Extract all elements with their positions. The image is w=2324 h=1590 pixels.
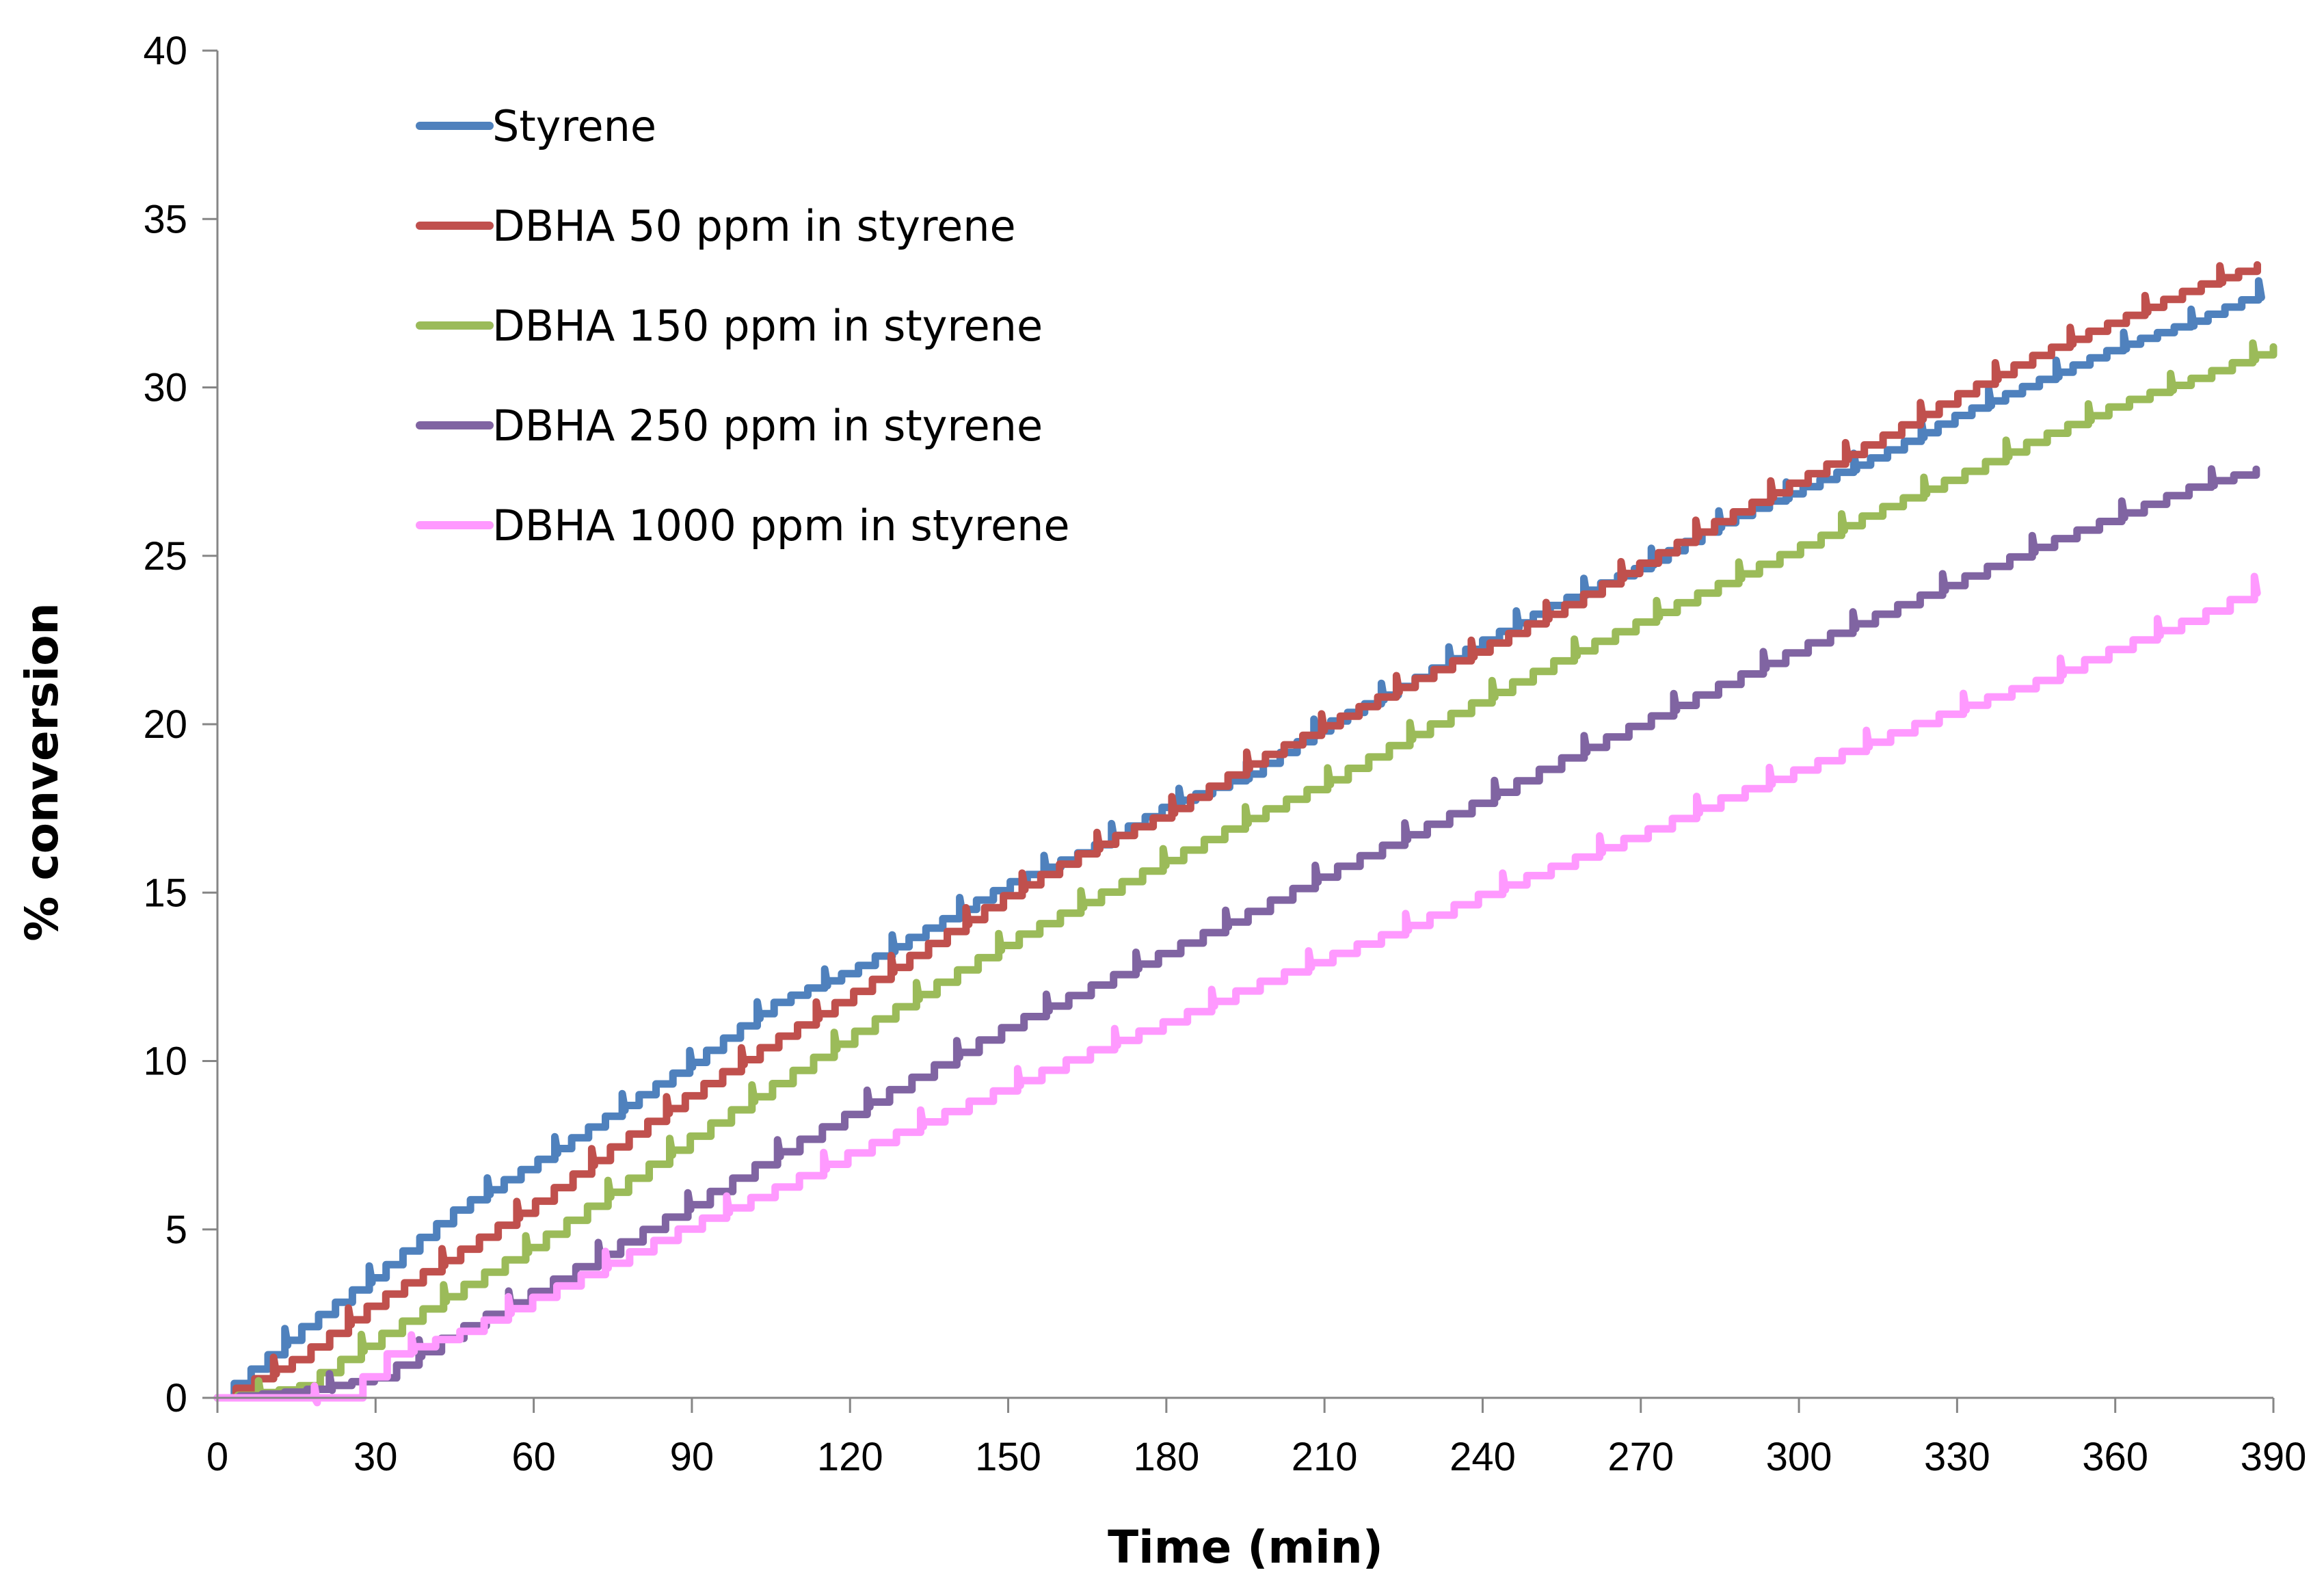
y-tick-label: 5 xyxy=(165,1208,187,1252)
x-tick-label: 0 xyxy=(206,1435,228,1479)
series-line-4 xyxy=(213,465,2260,1402)
x-tick-label: 60 xyxy=(511,1435,556,1479)
x-tick-label: 150 xyxy=(975,1435,1041,1479)
y-tick-label: 0 xyxy=(165,1376,187,1420)
axes-layer xyxy=(216,51,2273,1399)
legend-label: Styrene xyxy=(492,101,656,151)
legend-label: DBHA 1000 ppm in styrene xyxy=(492,501,1070,551)
legend-label: DBHA 50 ppm in styrene xyxy=(492,201,1016,251)
x-tick-label: 270 xyxy=(1607,1435,1674,1479)
series-layer xyxy=(213,261,2278,1407)
legend: Styrene DBHA 50 ppm in styrene DBHA 150 pp… xyxy=(416,101,1070,551)
series-line-5 xyxy=(213,572,2261,1407)
x-tick-label: 210 xyxy=(1292,1435,1358,1479)
y-tick-label: 30 xyxy=(143,366,187,410)
series-line-2 xyxy=(213,261,2261,1402)
y-tick-label: 35 xyxy=(143,197,187,241)
y-tick-label: 15 xyxy=(143,871,187,915)
y-tick-label: 40 xyxy=(143,29,187,73)
series-line-3 xyxy=(213,339,2278,1402)
legend-label: DBHA 250 ppm in styrene xyxy=(492,401,1043,451)
y-tick-label: 20 xyxy=(143,702,187,747)
y-tick-label: 25 xyxy=(143,534,187,579)
x-axis-title: Time (min) xyxy=(1108,1521,1383,1574)
x-tick-label: 120 xyxy=(817,1435,883,1479)
ticks-layer: 0 5 10 15 20 25 30 35 40 0 30 60 90 120 150 180 210 240 27… xyxy=(143,29,2306,1479)
x-tick-label: 240 xyxy=(1450,1435,1516,1479)
x-tick-label: 360 xyxy=(2082,1435,2148,1479)
y-tick-label: 10 xyxy=(143,1039,187,1084)
x-tick-label: 90 xyxy=(670,1435,714,1479)
y-axis-title: % conversion xyxy=(16,602,68,941)
x-tick-label: 390 xyxy=(2241,1435,2307,1479)
x-tick-label: 330 xyxy=(1924,1435,1990,1479)
legend-label: DBHA 150 ppm in styrene xyxy=(492,301,1043,351)
x-tick-label: 30 xyxy=(353,1435,398,1479)
x-tick-label: 180 xyxy=(1133,1435,1199,1479)
x-tick-label: 300 xyxy=(1766,1435,1832,1479)
